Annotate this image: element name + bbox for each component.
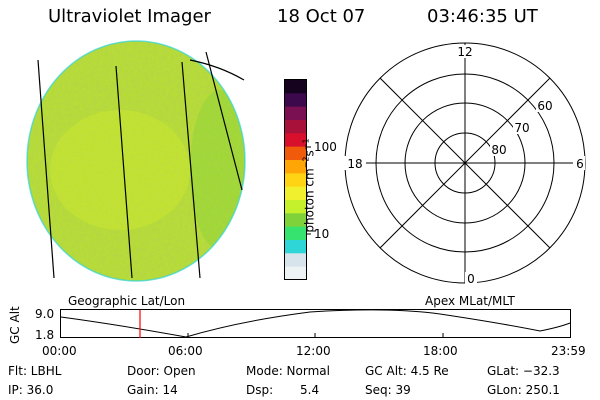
altitude-curve (60, 309, 571, 338)
colorbar-stripe (284, 92, 307, 107)
geographic-image-panel (26, 40, 246, 282)
colorbar-stripe (284, 226, 307, 240)
colorbar-tick-100: 100 (314, 140, 337, 154)
colorbar-stripe (284, 79, 307, 94)
timeline-x-tick-3: 18:00 (423, 344, 458, 358)
mlat-label-80: 80 (491, 143, 506, 157)
colorbar-tick-10: 10 (314, 227, 330, 241)
colorbar-stripe (284, 106, 307, 120)
gc-alt-info: GC Alt: 4.5 Re (365, 364, 449, 378)
colorbar-stripe (284, 199, 307, 214)
longitude-lines (37, 51, 245, 279)
timeline-plot (60, 309, 571, 338)
mlt-label-18: 18 (347, 157, 362, 171)
timeline-x-tick-0: 00:00 (42, 344, 77, 358)
glat-info: GLat: −32.3 (487, 364, 560, 378)
filter-info: Flt: LBHL (8, 364, 62, 378)
colorbar-stripe (284, 172, 307, 187)
instrument-title: Ultraviolet Imager (48, 6, 211, 27)
dsp-label: Dsp: (246, 383, 274, 397)
glon-info: GLon: 250.1 (487, 383, 560, 397)
ip-info: IP: 36.0 (8, 383, 54, 397)
date-label: 18 Oct 07 (277, 6, 366, 27)
apex-polar-plot: 12 18 6 0 60 70 80 (344, 42, 586, 286)
colorbar-stripe (284, 159, 307, 174)
geographic-label: Geographic Lat/Lon (68, 294, 186, 308)
colorbar-stripe (284, 119, 307, 134)
timeline-x-tick-2: 12:00 (296, 344, 331, 358)
seq-info: Seq: 39 (365, 383, 411, 397)
gain-info: Gain: 14 (127, 383, 178, 397)
colorbar-stripe (284, 239, 307, 254)
colorbar-stripe (284, 212, 307, 227)
timeline-x-tick-1: 06:00 (168, 344, 203, 358)
timeline-y-tick-1-8: 1.8 (35, 328, 55, 342)
timeline-y-label: GC Alt (8, 306, 22, 344)
colorbar-stripe (284, 186, 307, 200)
timeline-y-tick-9: 9.0 (35, 307, 55, 321)
colorbar (284, 79, 311, 280)
mlt-label-6: 6 (576, 157, 584, 171)
mlat-label-60: 60 (537, 99, 552, 113)
dsp-value: 5.4 (300, 383, 320, 397)
colorbar-stripe (284, 252, 307, 267)
timeline-x-tick-4: 23:59 (551, 344, 586, 358)
mlt-label-0: 0 (467, 272, 475, 286)
colorbar-stripe (284, 266, 307, 280)
colorbar-unit-label: photon cm−2s−1 (301, 138, 317, 233)
door-info: Door: Open (127, 364, 196, 378)
mode-info: Mode: Normal (246, 364, 330, 378)
colorbar-stripe (284, 146, 307, 160)
colorbar-stripe (284, 132, 307, 147)
apex-label: Apex MLat/MLT (425, 294, 515, 308)
mlat-label-70: 70 (514, 121, 529, 135)
mlt-label-12: 12 (457, 45, 472, 59)
time-label: 03:46:35 UT (427, 6, 538, 27)
